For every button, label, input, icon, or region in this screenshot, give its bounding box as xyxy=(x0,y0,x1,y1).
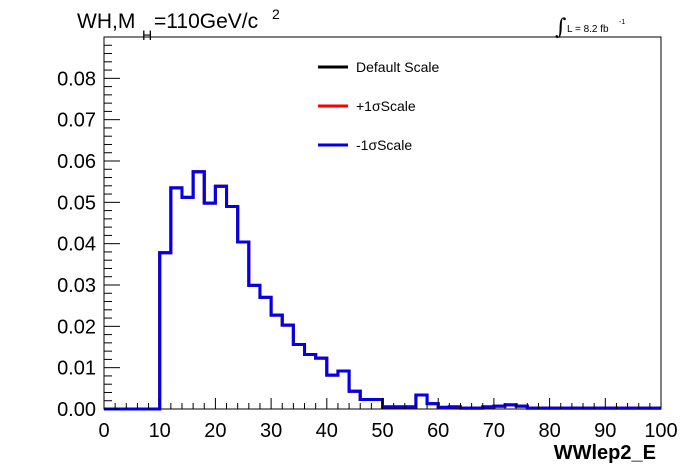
legend-label-default: Default Scale xyxy=(356,59,439,75)
x-tick-label: 0 xyxy=(98,420,109,442)
x-tick-label: 10 xyxy=(149,420,171,442)
y-tick-label: 0.08 xyxy=(57,68,96,90)
x-axis-label: WWlep2_E xyxy=(554,442,656,464)
plot-frame xyxy=(103,36,662,410)
chart-title-superscript: 2 xyxy=(272,6,280,22)
lumi-label: L = 8.2 fb xyxy=(567,24,609,35)
x-tick-label: 60 xyxy=(427,420,449,442)
series-line-plus1sigma xyxy=(104,170,661,411)
chart-title-main: WH,M xyxy=(77,10,135,33)
x-tick-label: 90 xyxy=(594,420,616,442)
chart-title-subscript: H xyxy=(142,27,152,43)
y-tick-label: 0.04 xyxy=(57,234,96,256)
series-line-default xyxy=(104,170,661,411)
series-line-minus1sigma xyxy=(104,170,661,411)
x-tick-label: 50 xyxy=(371,420,393,442)
x-tick-label: 30 xyxy=(260,420,282,442)
x-tick-label: 40 xyxy=(316,420,338,442)
legend-label-plus1sigma: +1σScale xyxy=(356,98,416,114)
chart-title-value: =110GeV/c xyxy=(154,10,258,33)
x-tick-label: 70 xyxy=(483,420,505,442)
legend: Default Scale +1σScale -1σScale xyxy=(318,59,439,153)
x-tick-label: 100 xyxy=(644,420,677,442)
lumi-superscript: -1 xyxy=(619,19,625,26)
x-tick-label: 20 xyxy=(204,420,226,442)
legend-label-minus1sigma: -1σScale xyxy=(356,137,412,153)
y-tick-label: 0.00 xyxy=(57,399,96,421)
y-tick-label: 0.02 xyxy=(57,316,96,338)
integral-symbol: ∫ xyxy=(555,15,567,40)
x-tick-label: 80 xyxy=(538,420,560,442)
y-tick-label: 0.05 xyxy=(57,192,96,214)
y-tick-label: 0.03 xyxy=(57,275,96,297)
y-tick-label: 0.06 xyxy=(57,151,96,173)
y-tick-label: 0.01 xyxy=(57,358,96,380)
y-tick-label: 0.07 xyxy=(57,110,96,132)
